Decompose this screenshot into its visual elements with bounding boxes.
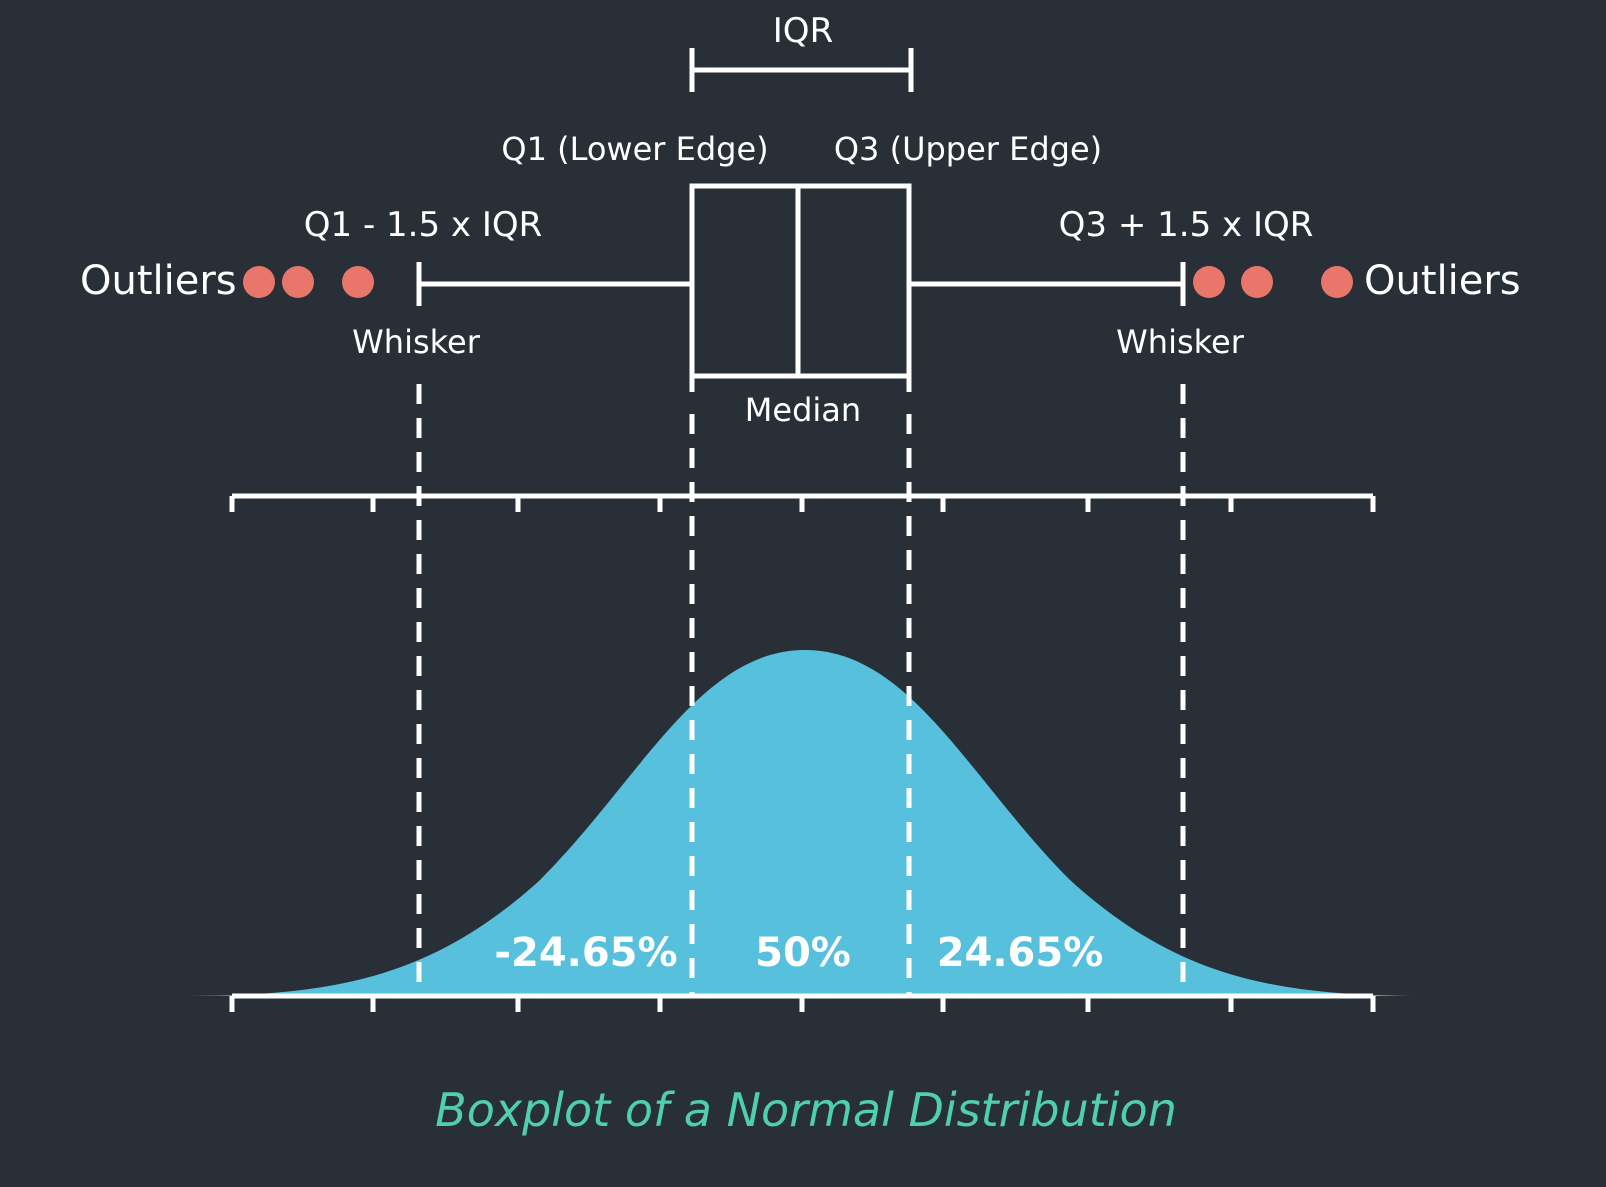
whisker-right	[909, 262, 1186, 306]
lower-axis	[229, 993, 1376, 1012]
outliers-left-label: Outliers	[80, 258, 237, 304]
diagram-caption: Boxplot of a Normal Distribution	[435, 1083, 1177, 1137]
whisker-left-label: Whisker	[352, 323, 481, 361]
outlier-point	[1193, 266, 1225, 298]
whisker-left	[416, 262, 692, 306]
upper-axis	[229, 493, 1376, 512]
outlier-point	[282, 266, 314, 298]
iqr-label: IQR	[773, 11, 833, 51]
projection-lines	[416, 384, 1186, 996]
upper-fence-label: Q3 + 1.5 x IQR	[1059, 205, 1314, 245]
outlier-point	[1241, 266, 1273, 298]
pct-center-label: 50%	[755, 930, 851, 976]
q3-label: Q3 (Upper Edge)	[834, 130, 1102, 168]
q1-label: Q1 (Lower Edge)	[501, 130, 768, 168]
outlier-point	[1321, 266, 1353, 298]
outlier-point	[342, 266, 374, 298]
lower-fence-label: Q1 - 1.5 x IQR	[304, 205, 543, 245]
pct-right-label: 24.65%	[937, 930, 1104, 976]
whisker-right-label: Whisker	[1116, 323, 1245, 361]
median-label: Median	[745, 391, 861, 429]
iqr-bracket	[689, 48, 914, 92]
outlier-point	[243, 266, 275, 298]
box	[689, 183, 912, 379]
pct-left-label: -24.65%	[494, 930, 677, 976]
outliers-right-label: Outliers	[1364, 258, 1521, 304]
box-edge-ticks	[689, 376, 912, 392]
normal-curve	[180, 650, 1430, 996]
